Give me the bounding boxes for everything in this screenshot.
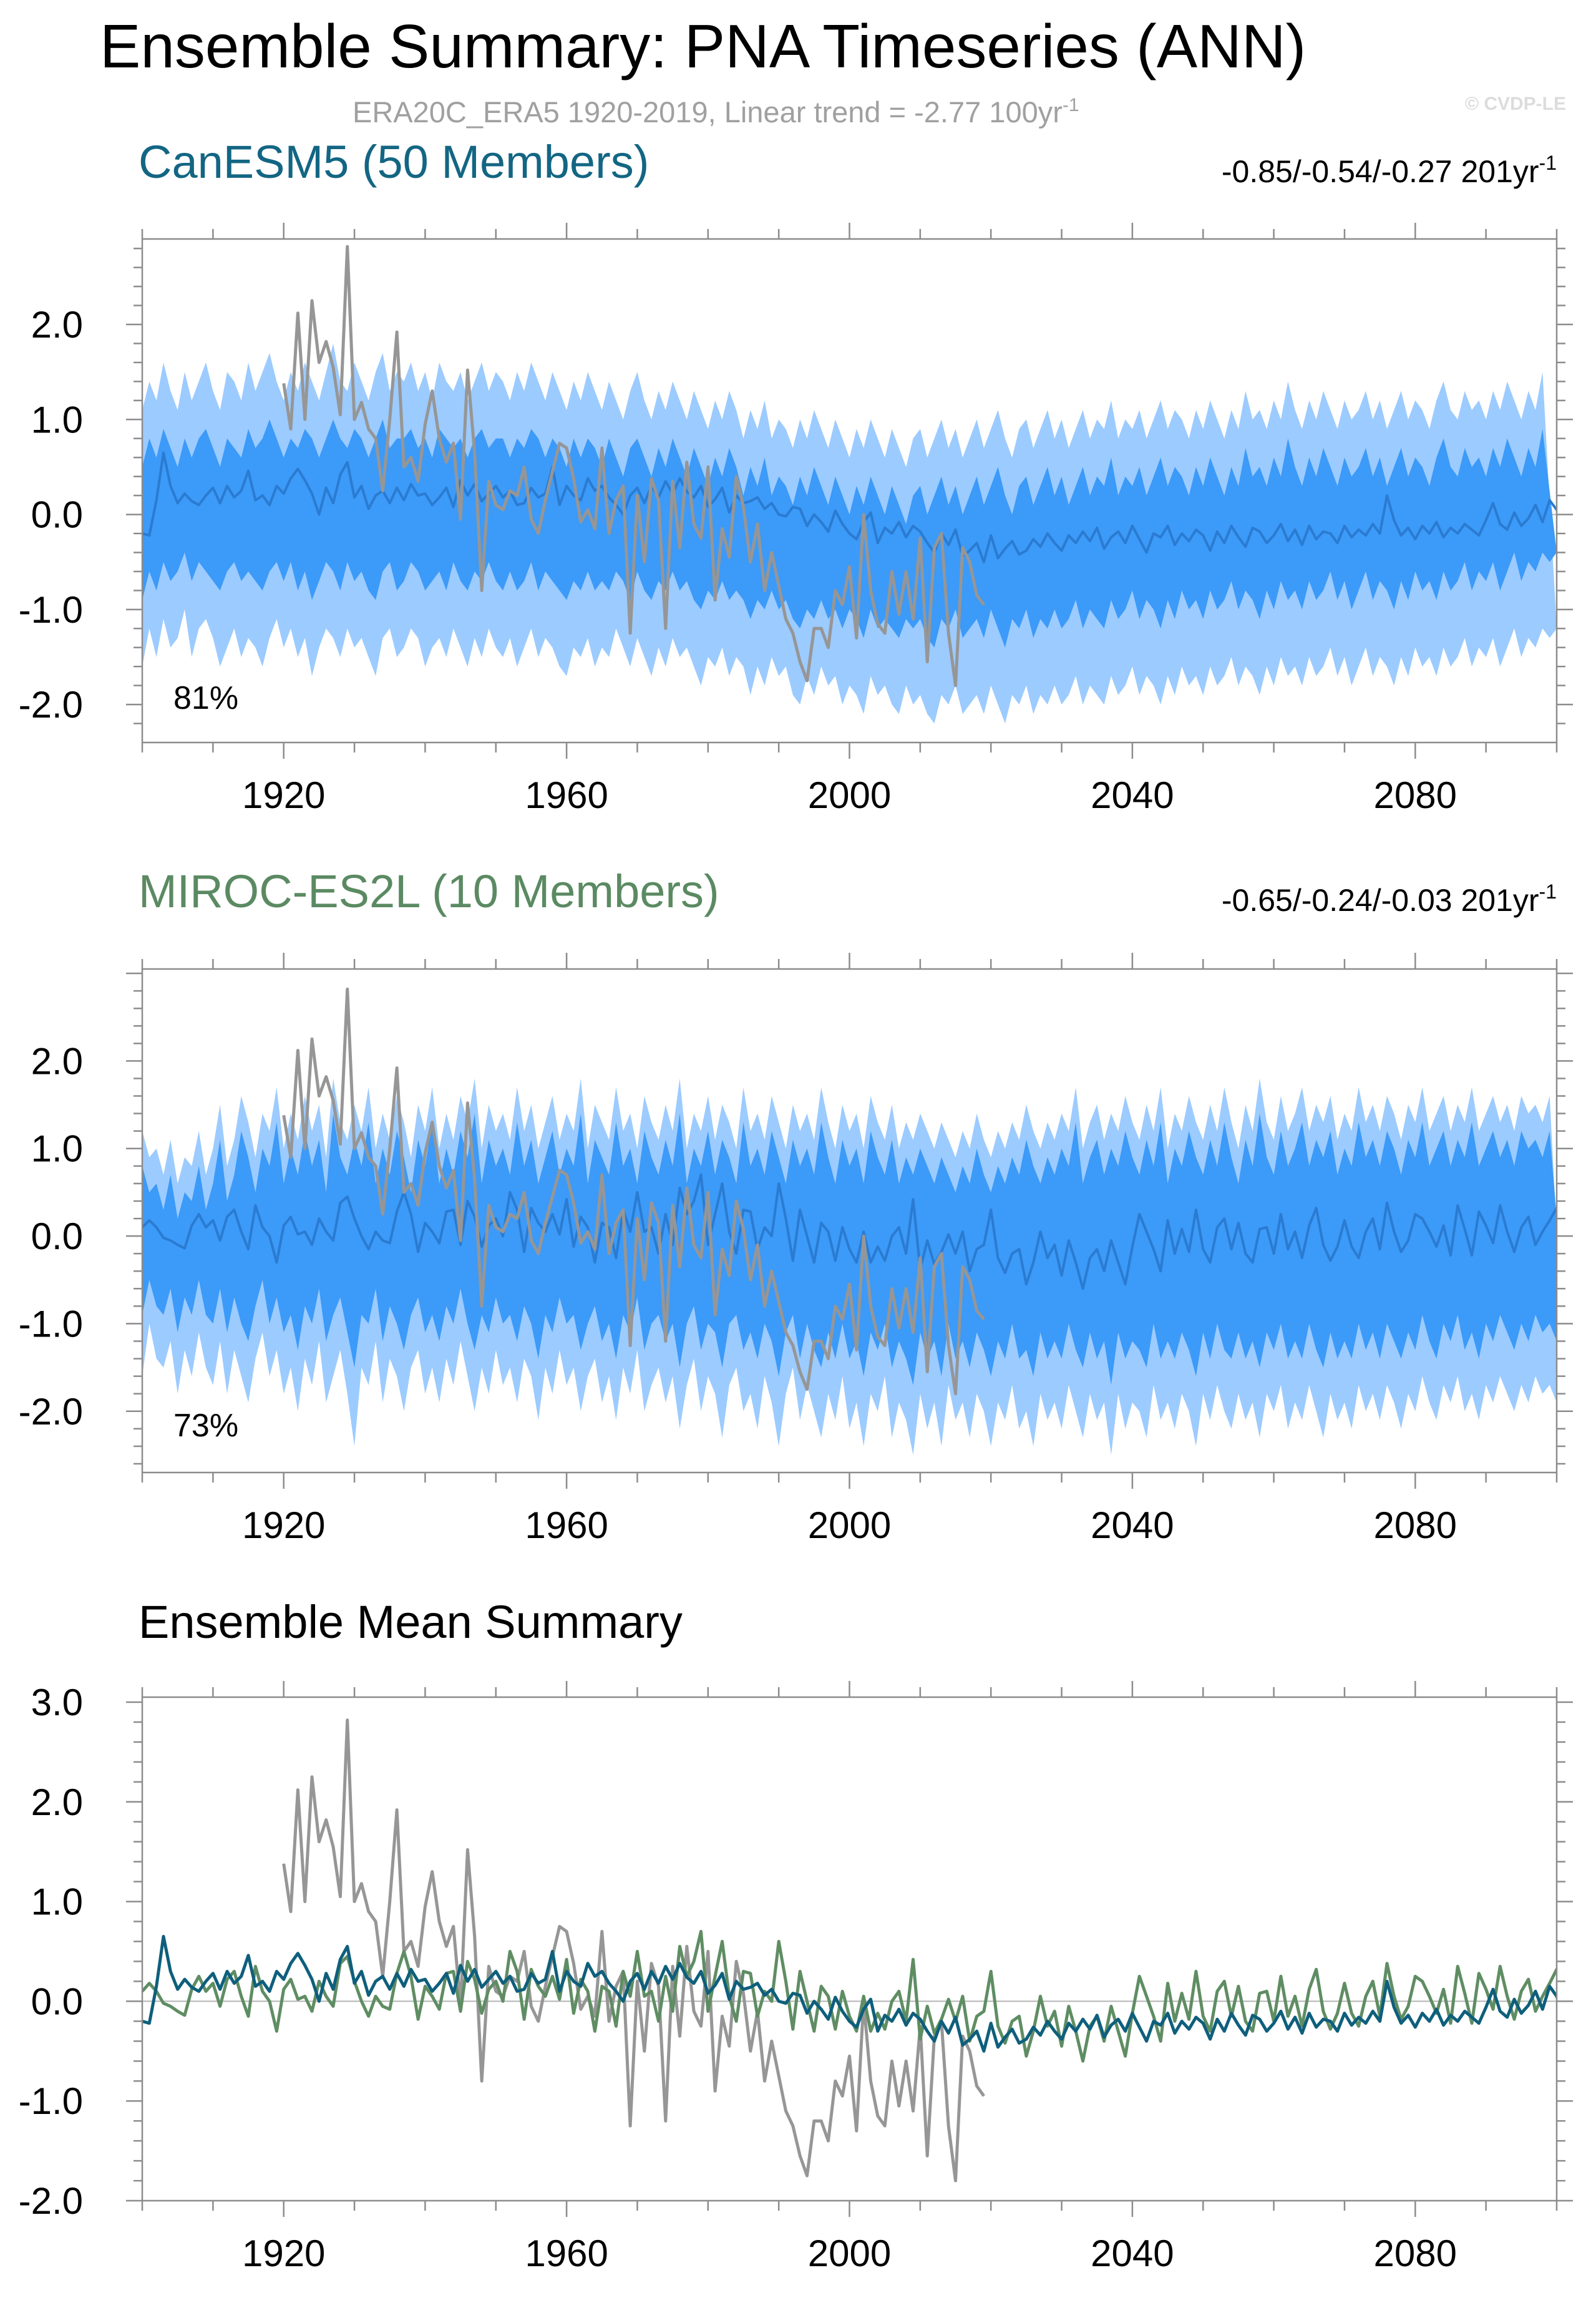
miroc-es2l-y-tick-label: -2.0 — [19, 1391, 83, 1433]
miroc-es2l-y-tick-label: -1.0 — [19, 1303, 83, 1345]
canesm5-x-tick-label: 2000 — [808, 774, 891, 816]
miroc-es2l-panel: MIROC-ES2L (10 Members) -0.65/-0.24/-0.0… — [19, 865, 1573, 1546]
ensemble-mean-y-tick-label: 2.0 — [31, 1781, 83, 1823]
ensemble-mean-y-tick-label: -1.0 — [19, 2080, 83, 2122]
miroc-es2l-x-tick-label: 2000 — [808, 1504, 891, 1546]
miroc-es2l-plot-area: 1920 1960 2000 2040 2080 -2.0 -1.0 0.0 1.0 2.0 — [19, 953, 1573, 1546]
miroc-es2l-x-tick-label: 1960 — [525, 1504, 608, 1546]
canesm5-x-tick-label: 2040 — [1091, 774, 1174, 816]
miroc-es2l-y-tick-label: 1.0 — [31, 1128, 83, 1170]
canesm5-percent-label: 81% — [173, 680, 238, 716]
ensemble-mean-plot-area: 1920 1960 2000 2040 2080 -2.0 -1.0 0.0 1.0 2.0 3.0 — [19, 1681, 1573, 2274]
canesm5-y-tick-label: 0.0 — [31, 494, 83, 536]
canesm5-x-tick-label: 2080 — [1374, 774, 1457, 816]
ensemble-mean-panel: Ensemble Mean Summary 1920 1960 2000 2040 20… — [19, 1596, 1573, 2274]
ensemble-mean-panel-title: Ensemble Mean Summary — [139, 1596, 683, 1648]
canesm5-y-tick-label: -2.0 — [19, 684, 83, 726]
canesm5-y-tick-label: 1.0 — [31, 399, 83, 441]
canesm5-panel-title: CanESM5 (50 Members) — [139, 136, 649, 188]
miroc-es2l-trend-exponent: -1 — [1539, 880, 1557, 903]
canesm5-trend-value: -0.85/-0.54/-0.27 201yr — [1222, 154, 1539, 189]
miroc-es2l-y-tick-label: 0.0 — [31, 1215, 83, 1257]
ensemble-mean-x-tick-label: 2080 — [1374, 2233, 1457, 2274]
canesm5-trend-exponent: -1 — [1539, 152, 1557, 174]
canesm5-y-tick-label: 2.0 — [31, 304, 83, 346]
ensemble-mean-y-tick-label: 1.0 — [31, 1881, 83, 1923]
ensemble-mean-y-tick-label: 0.0 — [31, 1980, 83, 2022]
ensemble-mean-plot-frame — [141, 1696, 1558, 2202]
ensemble-mean-x-tick-label: 1960 — [525, 2233, 608, 2274]
figure-subtitle-text: ERA20C_ERA5 1920-2019, Linear trend = -2… — [353, 95, 1063, 129]
ensemble-mean-y-tick-label: -2.0 — [19, 2180, 83, 2222]
ensemble-mean-x-tick-label: 2040 — [1091, 2233, 1174, 2274]
ensemble-mean-observations-line — [282, 1718, 985, 2183]
figure-title: Ensemble Summary: PNA Timeseries (ANN) — [100, 12, 1306, 80]
canesm5-panel: CanESM5 (50 Members) -0.85/-0.54/-0.27 2… — [19, 136, 1573, 816]
figure-subtitle: ERA20C_ERA5 1920-2019, Linear trend = -2… — [353, 95, 1079, 129]
ensemble-mean-x-tick-label: 2000 — [808, 2233, 891, 2274]
miroc-es2l-x-tick-label: 1920 — [242, 1504, 325, 1546]
canesm5-x-tick-label: 1960 — [525, 774, 608, 816]
ensemble-mean-x-tick-label: 1920 — [242, 2233, 325, 2274]
miroc-es2l-mean-line — [142, 1930, 1557, 2063]
canesm5-mean-line — [142, 1935, 1557, 2053]
miroc-es2l-x-tick-label: 2040 — [1091, 1504, 1174, 1546]
canesm5-plot-area: 1920 1960 2000 2040 2080 -2.0 -1.0 0.0 1.0 2.0 — [19, 223, 1573, 816]
miroc-es2l-percent-label: 73% — [173, 1408, 238, 1444]
canesm5-x-tick-label: 1920 — [242, 774, 325, 816]
miroc-es2l-x-tick-label: 2080 — [1374, 1504, 1457, 1546]
miroc-es2l-trend-label: -0.65/-0.24/-0.03 201yr-1 — [1222, 880, 1557, 918]
miroc-es2l-ensemble-mean-line — [142, 1173, 1557, 1290]
miroc-es2l-trend-value: -0.65/-0.24/-0.03 201yr — [1222, 883, 1539, 918]
miroc-es2l-y-tick-label: 2.0 — [31, 1040, 83, 1082]
ensemble-mean-y-tick-label: 3.0 — [31, 1682, 83, 1723]
cvdp-watermark: © CVDP-LE — [1465, 94, 1566, 114]
miroc-es2l-observations-line — [282, 987, 985, 1396]
miroc-es2l-panel-title: MIROC-ES2L (10 Members) — [139, 865, 719, 917]
canesm5-observations-line — [282, 245, 985, 688]
canesm5-trend-label: -0.85/-0.54/-0.27 201yr-1 — [1222, 152, 1557, 189]
canesm5-y-tick-label: -1.0 — [19, 589, 83, 631]
figure-subtitle-exponent: -1 — [1063, 95, 1079, 115]
